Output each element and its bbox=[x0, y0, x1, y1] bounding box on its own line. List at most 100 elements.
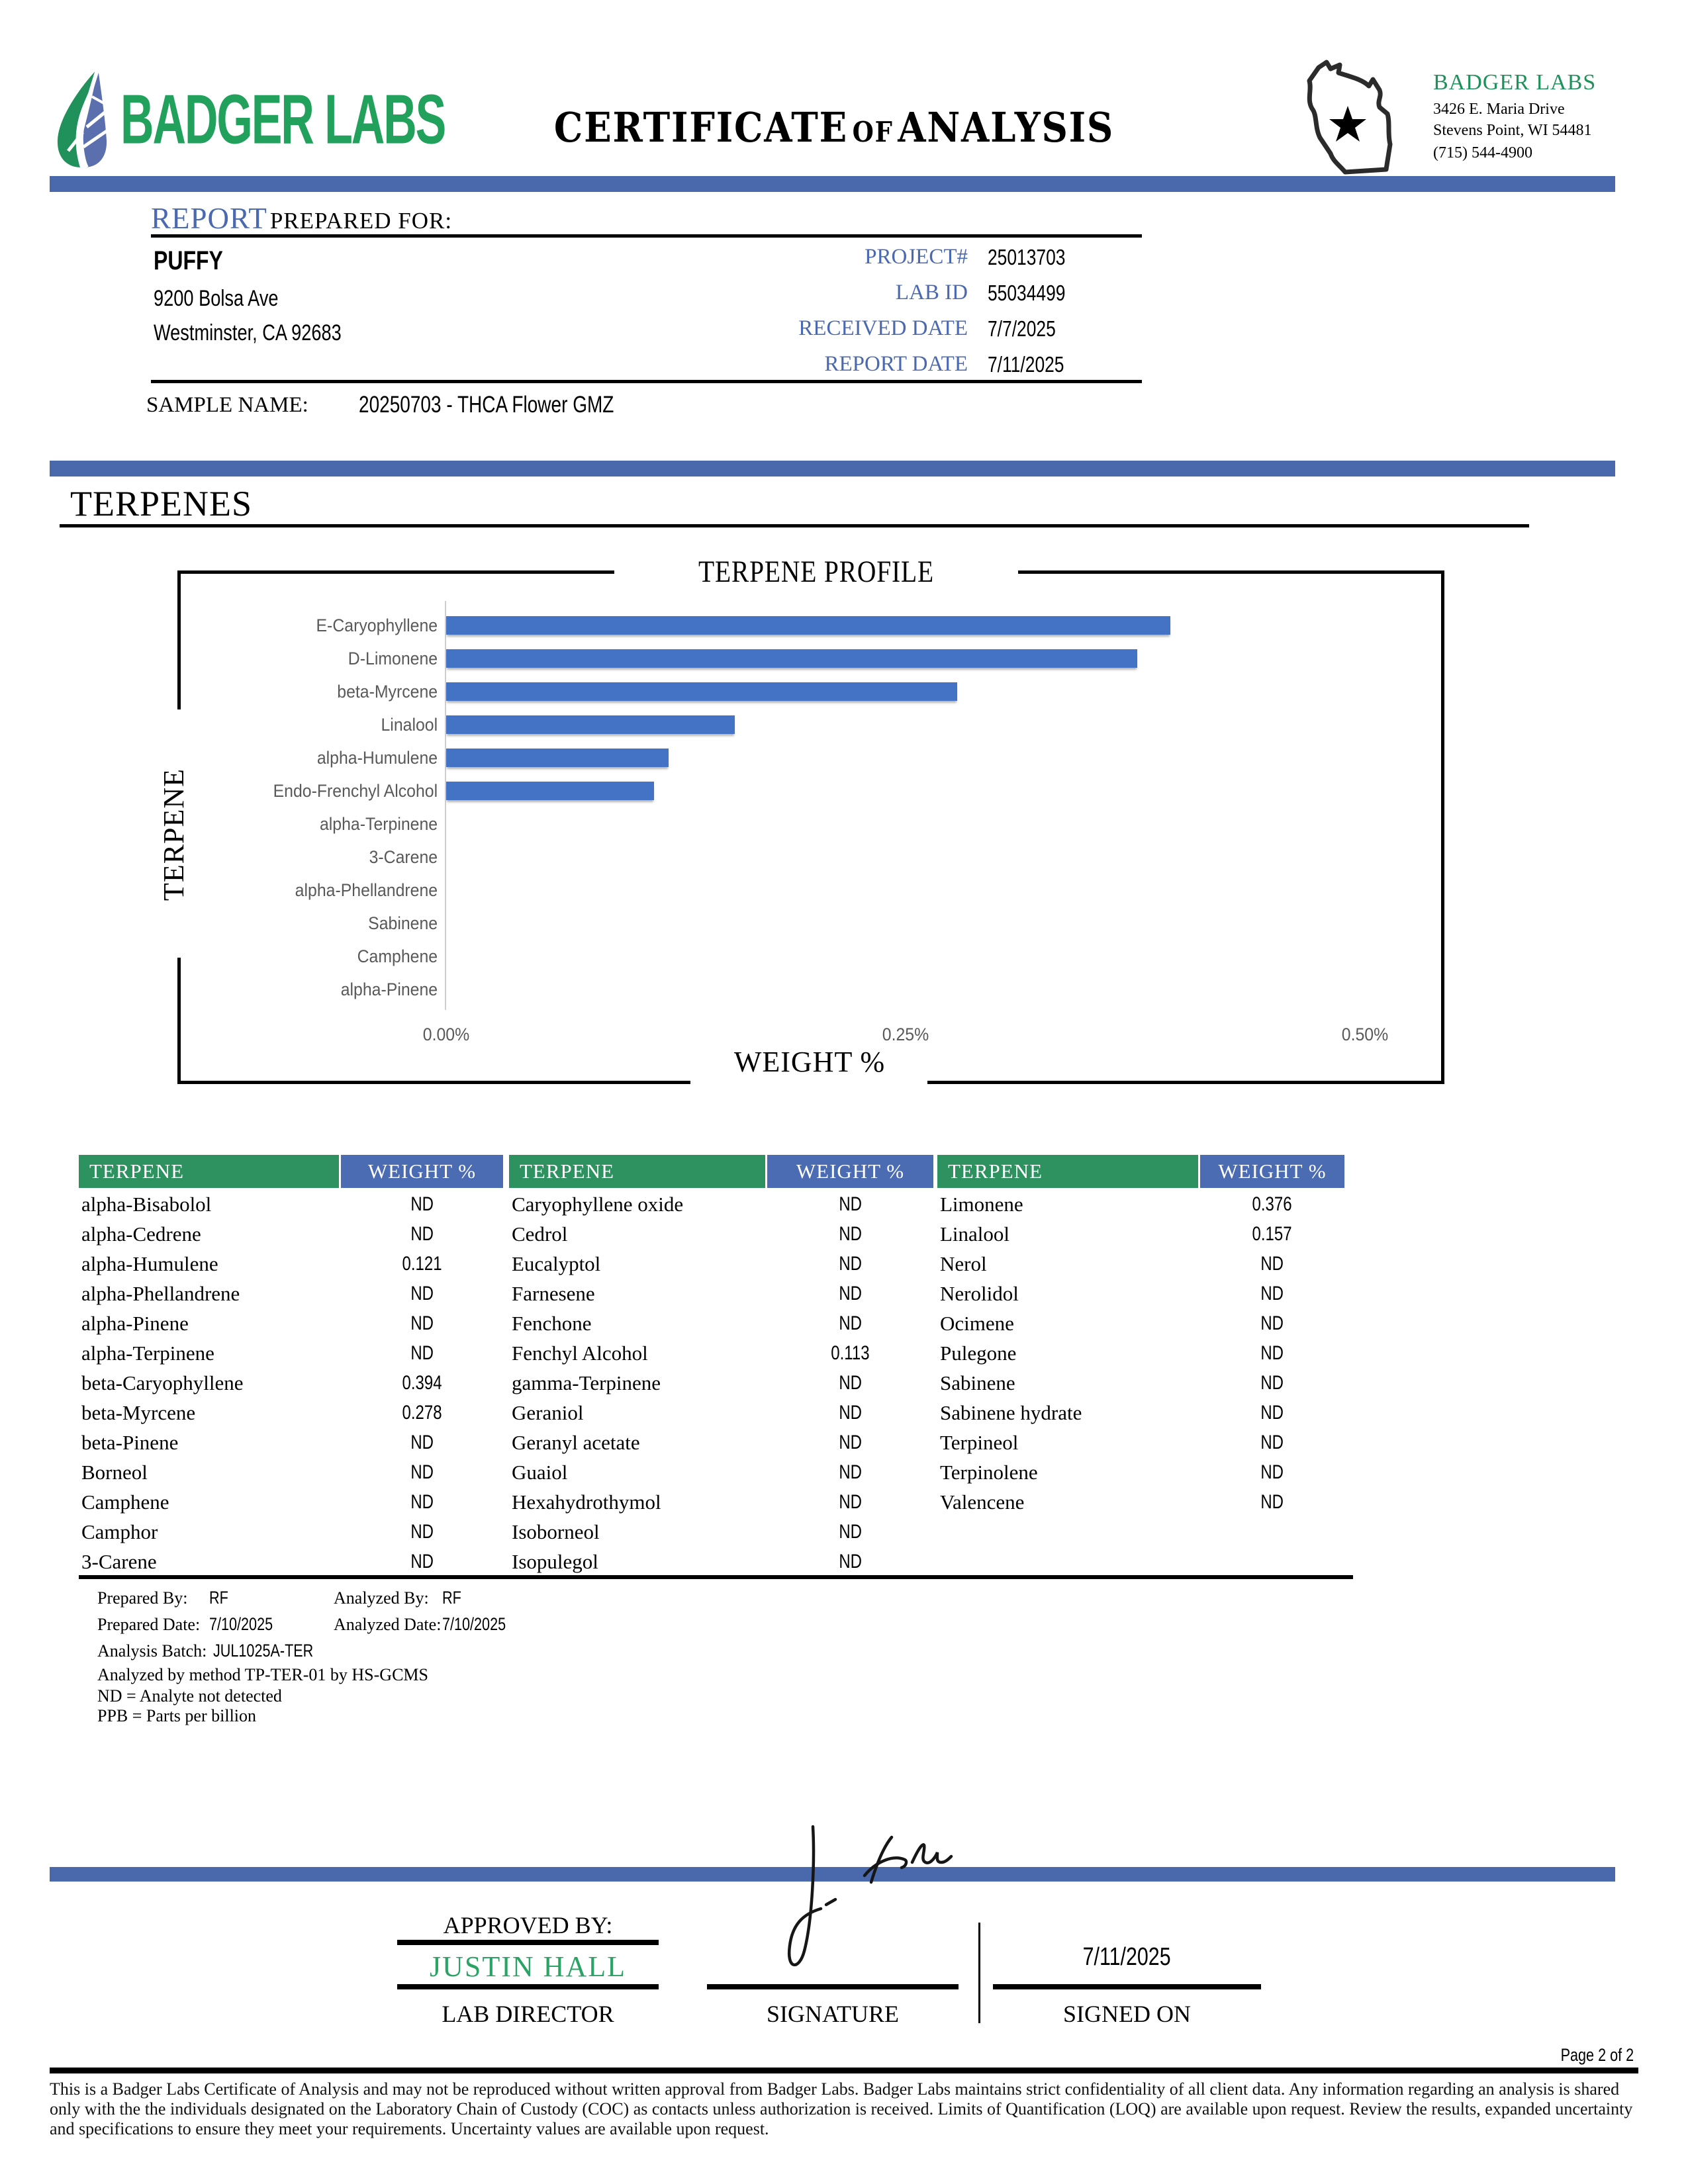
chart-category-label: Linalool bbox=[381, 714, 438, 735]
weight-value-cell: ND bbox=[839, 1371, 862, 1394]
weight-value-cell: ND bbox=[410, 1461, 434, 1483]
project-number-label: PROJECT# bbox=[865, 245, 968, 269]
table-row: Terpineol ND bbox=[937, 1428, 1344, 1457]
weight-column-header: WEIGHT % bbox=[1200, 1155, 1344, 1188]
x-tick-1: 0.25% bbox=[882, 1024, 929, 1044]
weight-value-cell: ND bbox=[410, 1431, 434, 1453]
chart-bar bbox=[446, 682, 957, 701]
received-date-label: RECEIVED DATE bbox=[798, 316, 968, 340]
weight-value-cell: 0.278 bbox=[402, 1401, 442, 1424]
terpene-name-cell: Geranyl acetate bbox=[512, 1430, 640, 1454]
terpene-table-column-2: TERPENE WEIGHT % Caryophyllene oxide ND Cedr… bbox=[509, 1155, 933, 1576]
table-row: Sabinene ND bbox=[937, 1368, 1344, 1398]
chart-category-label: E-Caryophyllene bbox=[316, 615, 438, 635]
report-divider-line-1 bbox=[151, 234, 1142, 238]
table-row: alpha-Pinene ND bbox=[79, 1308, 503, 1338]
table-row: Cedrol ND bbox=[509, 1219, 933, 1249]
table-row: gamma-Terpinene ND bbox=[509, 1368, 933, 1398]
table-row: Geraniol ND bbox=[509, 1398, 933, 1428]
chart-bar bbox=[446, 715, 735, 734]
chart-bar-row: Sabinene bbox=[185, 907, 1370, 940]
terpene-name-cell: alpha-Cedrene bbox=[81, 1222, 201, 1246]
chart-category-label: beta-Myrcene bbox=[337, 681, 438, 702]
weight-value-cell: ND bbox=[839, 1550, 862, 1572]
approved-by-line bbox=[397, 1940, 659, 1945]
client-name: PUFFY bbox=[154, 246, 223, 275]
weight-value-cell: ND bbox=[839, 1252, 862, 1275]
chart-bar-row: D-Limonene bbox=[185, 642, 1370, 675]
chart-bar-row: alpha-Phellandrene bbox=[185, 874, 1370, 907]
terpene-name-cell: Limonene bbox=[940, 1192, 1023, 1216]
weight-value-cell: 0.394 bbox=[402, 1371, 442, 1394]
table-row: Ocimene ND bbox=[937, 1308, 1344, 1338]
terpene-name-cell: Guaiol bbox=[512, 1460, 568, 1484]
lab-id-value: 55034499 bbox=[988, 281, 1066, 305]
lab-address-line2: Stevens Point, WI 54481 bbox=[1433, 122, 1592, 139]
brand-wordmark: BADGER LABS bbox=[120, 80, 446, 159]
page-title: CERTIFICATE OF ANALYSIS bbox=[485, 103, 1184, 152]
weight-column-header: WEIGHT % bbox=[767, 1155, 933, 1188]
divider-band-3 bbox=[50, 1867, 1615, 1882]
signed-on-line bbox=[993, 1984, 1261, 1989]
table-row: Limonene 0.376 bbox=[937, 1189, 1344, 1219]
prepared-for-label: PREPARED FOR: bbox=[269, 208, 453, 234]
lab-address-line1: 3426 E. Maria Drive bbox=[1433, 101, 1565, 118]
table-row: Caryophyllene oxide ND bbox=[509, 1189, 933, 1219]
sample-name-value: 20250703 - THCA Flower GMZ bbox=[359, 392, 614, 418]
star-icon bbox=[1329, 106, 1366, 142]
project-number-value: 25013703 bbox=[988, 245, 1066, 269]
client-address-line2: Westminster, CA 92683 bbox=[154, 320, 342, 345]
divider-band-2 bbox=[50, 461, 1615, 477]
table-header-row: TERPENE WEIGHT % bbox=[79, 1155, 503, 1188]
table-row: Guaiol ND bbox=[509, 1457, 933, 1487]
chart-title: TERPENE PROFILE bbox=[698, 555, 934, 589]
nd-note: ND = Analyte not detected bbox=[97, 1686, 282, 1706]
weight-value-cell: ND bbox=[839, 1222, 862, 1245]
terpene-profile-chart: TERPENE PROFILE TERPENE WEIGHT % bbox=[158, 555, 1444, 1084]
table-row: Nerolidol ND bbox=[937, 1279, 1344, 1308]
page-number: Page 2 of 2 bbox=[1560, 2045, 1634, 2065]
weight-value-cell: ND bbox=[1260, 1312, 1284, 1334]
lab-name: BADGER LABS bbox=[1433, 70, 1597, 95]
analyzed-by-label: Analyzed By: bbox=[334, 1588, 429, 1608]
terpene-name-cell: Sabinene hydrate bbox=[940, 1400, 1082, 1424]
chart-bar-row: alpha-Pinene bbox=[185, 973, 1370, 1006]
table-row: alpha-Humulene 0.121 bbox=[79, 1249, 503, 1279]
analysis-batch-label: Analysis Batch: bbox=[97, 1641, 207, 1661]
approver-role: LAB DIRECTOR bbox=[442, 2001, 614, 2027]
weight-value-cell: ND bbox=[839, 1520, 862, 1543]
terpene-name-cell: Ocimene bbox=[940, 1311, 1014, 1335]
table-row: Fenchone ND bbox=[509, 1308, 933, 1338]
table-row: Valencene ND bbox=[937, 1487, 1344, 1517]
terpene-name-cell: Valencene bbox=[940, 1490, 1025, 1514]
table-row: Pulegone ND bbox=[937, 1338, 1344, 1368]
approver-name: JUSTIN HALL bbox=[430, 1950, 626, 1983]
terpene-name-cell: Linalool bbox=[940, 1222, 1010, 1246]
weight-value-cell: ND bbox=[410, 1312, 434, 1334]
approval-vertical-divider bbox=[978, 1923, 980, 2023]
weight-value-cell: ND bbox=[410, 1222, 434, 1245]
weight-value-cell: ND bbox=[839, 1401, 862, 1424]
badger-labs-leaf-logo-icon bbox=[57, 68, 109, 169]
terpene-name-cell: Terpinolene bbox=[940, 1460, 1038, 1484]
terpene-name-cell: Caryophyllene oxide bbox=[512, 1192, 684, 1216]
table-row: 3-Carene ND bbox=[79, 1547, 503, 1576]
terpene-name-cell: Farnesene bbox=[512, 1281, 595, 1305]
chart-bar bbox=[446, 782, 654, 800]
prepared-by-value: RF bbox=[209, 1588, 228, 1608]
report-date-value: 7/11/2025 bbox=[988, 352, 1064, 377]
chart-category-label: alpha-Pinene bbox=[340, 979, 438, 999]
prepared-date-label: Prepared Date: bbox=[97, 1615, 201, 1634]
chart-category-label: Endo-Frenchyl Alcohol bbox=[273, 780, 438, 801]
x-tick-0: 0.00% bbox=[422, 1024, 470, 1044]
table-header-row: TERPENE WEIGHT % bbox=[509, 1155, 933, 1188]
weight-value-cell: ND bbox=[1260, 1282, 1284, 1304]
prepared-date-value: 7/10/2025 bbox=[209, 1614, 273, 1634]
prepared-by-label: Prepared By: bbox=[97, 1588, 188, 1608]
signature-label: SIGNATURE bbox=[766, 2001, 899, 2027]
table-row: Fenchyl Alcohol 0.113 bbox=[509, 1338, 933, 1368]
chart-category-label: alpha-Phellandrene bbox=[295, 880, 438, 900]
terpene-name-cell: Cedrol bbox=[512, 1222, 568, 1246]
title-of: OF bbox=[852, 116, 894, 148]
